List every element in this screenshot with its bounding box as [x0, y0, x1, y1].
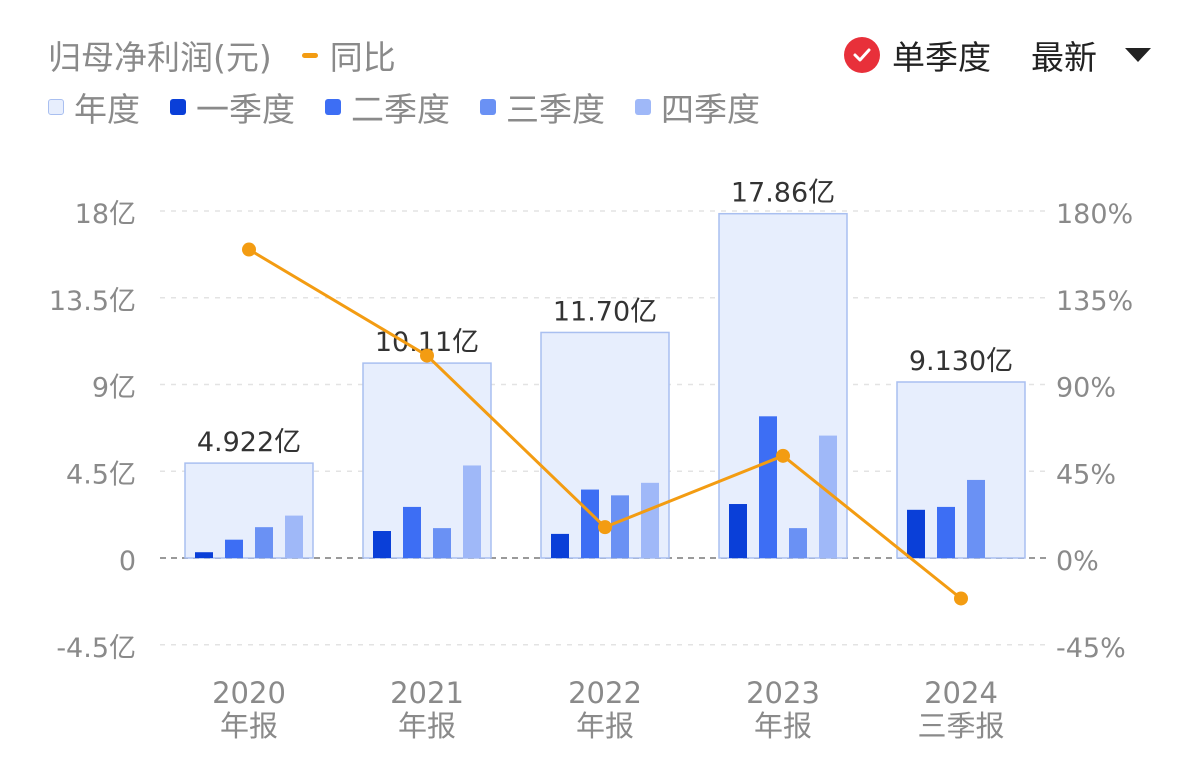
bar-q1: [907, 509, 925, 558]
x-tick-label: 2021: [390, 676, 464, 710]
legend-yoy-label: 同比: [329, 38, 396, 77]
q3-swatch: [480, 99, 496, 115]
q2-swatch: [325, 99, 341, 115]
x-tick-label: 2020: [212, 676, 286, 710]
legend-item-yoy[interactable]: 同比: [301, 31, 396, 79]
bar-q4: [285, 515, 303, 558]
bar-q4: [819, 435, 837, 558]
q1-swatch: [170, 99, 186, 115]
y-left-tick-label: 0: [119, 546, 136, 577]
bar-q3: [255, 527, 273, 558]
y-right-tick-label: -45%: [1056, 633, 1126, 664]
x-tick-label: 年报: [398, 709, 456, 743]
bar-q3: [789, 528, 807, 558]
bar-q3: [967, 479, 985, 558]
bar-q1: [373, 531, 391, 558]
x-tick-label: 2023: [746, 676, 820, 710]
y-right-tick-label: 180%: [1056, 199, 1133, 230]
bar-q3: [433, 528, 451, 558]
bar-q1: [195, 552, 213, 558]
x-tick-label: 年报: [576, 709, 634, 743]
bar-q1: [551, 533, 569, 558]
legend-item-year[interactable]: 年度: [48, 83, 140, 131]
legend-metric-title: 归母净利润(元): [48, 31, 272, 79]
bar-annual-value-label: 17.86亿: [731, 178, 835, 209]
legend-bottom-row: 年度 一季度 二季度 三季度 四季度: [48, 82, 790, 132]
bar-q4: [641, 482, 659, 558]
bar-q2: [759, 416, 777, 558]
x-tick-label: 年报: [220, 709, 278, 743]
single-quarter-toggle[interactable]: 单季度: [892, 38, 991, 77]
x-tick-label: 三季报: [917, 709, 1004, 743]
y-left-tick-label: 4.5亿: [66, 459, 136, 490]
yoy-point: [776, 448, 790, 463]
caret-down-icon[interactable]: [1125, 48, 1151, 62]
y-right-tick-label: 45%: [1056, 459, 1116, 490]
bar-q2: [937, 506, 955, 558]
bar-q2: [225, 539, 243, 558]
legend-item-q3[interactable]: 三季度: [480, 83, 605, 131]
bar-q3: [611, 495, 629, 558]
bar-annual-value-label: 9.130亿: [909, 346, 1013, 377]
metric-title-text: 归母净利润(元): [48, 38, 272, 77]
x-tick-label: 年报: [754, 709, 812, 743]
bar-q2: [581, 489, 599, 558]
year-swatch: [48, 99, 64, 115]
chart-controls: 单季度 最新: [844, 28, 1151, 82]
yoy-point: [420, 348, 434, 363]
legend-item-q4[interactable]: 四季度: [635, 83, 760, 131]
legend-q3-label: 三季度: [506, 90, 605, 129]
legend-year-label: 年度: [74, 90, 140, 129]
legend-item-q2[interactable]: 二季度: [325, 83, 450, 131]
yoy-point: [954, 591, 968, 606]
x-tick-label: 2024: [924, 676, 998, 710]
check-icon[interactable]: [844, 37, 880, 73]
legend-item-q1[interactable]: 一季度: [170, 83, 295, 131]
legend-top-row: 归母净利润(元) 同比: [48, 28, 426, 82]
bar-q2: [403, 506, 421, 558]
bar-annual-value-label: 11.70亿: [553, 296, 657, 327]
bar-q4: [463, 465, 481, 558]
y-left-tick-label: 9亿: [92, 373, 136, 404]
y-right-tick-label: 90%: [1056, 373, 1116, 404]
q4-swatch: [635, 99, 651, 115]
bar-annual-value-label: 4.922亿: [197, 427, 301, 458]
legend-q2-label: 二季度: [351, 90, 450, 129]
check-mark-glyph: [853, 48, 871, 62]
yoy-line-swatch: [301, 52, 318, 58]
bar-q1: [729, 504, 747, 558]
yoy-point: [598, 520, 612, 535]
yoy-point: [242, 242, 256, 257]
y-left-tick-label: 18亿: [75, 199, 136, 230]
y-right-tick-label: 135%: [1056, 286, 1133, 317]
y-left-tick-label: -4.5亿: [56, 633, 136, 664]
x-tick-label: 2022: [568, 676, 642, 710]
y-left-tick-label: 13.5亿: [49, 286, 136, 317]
period-select-value[interactable]: 最新: [1031, 38, 1097, 77]
y-right-tick-label: 0%: [1056, 546, 1099, 577]
legend-q1-label: 一季度: [196, 90, 295, 129]
legend-q4-label: 四季度: [661, 90, 760, 129]
